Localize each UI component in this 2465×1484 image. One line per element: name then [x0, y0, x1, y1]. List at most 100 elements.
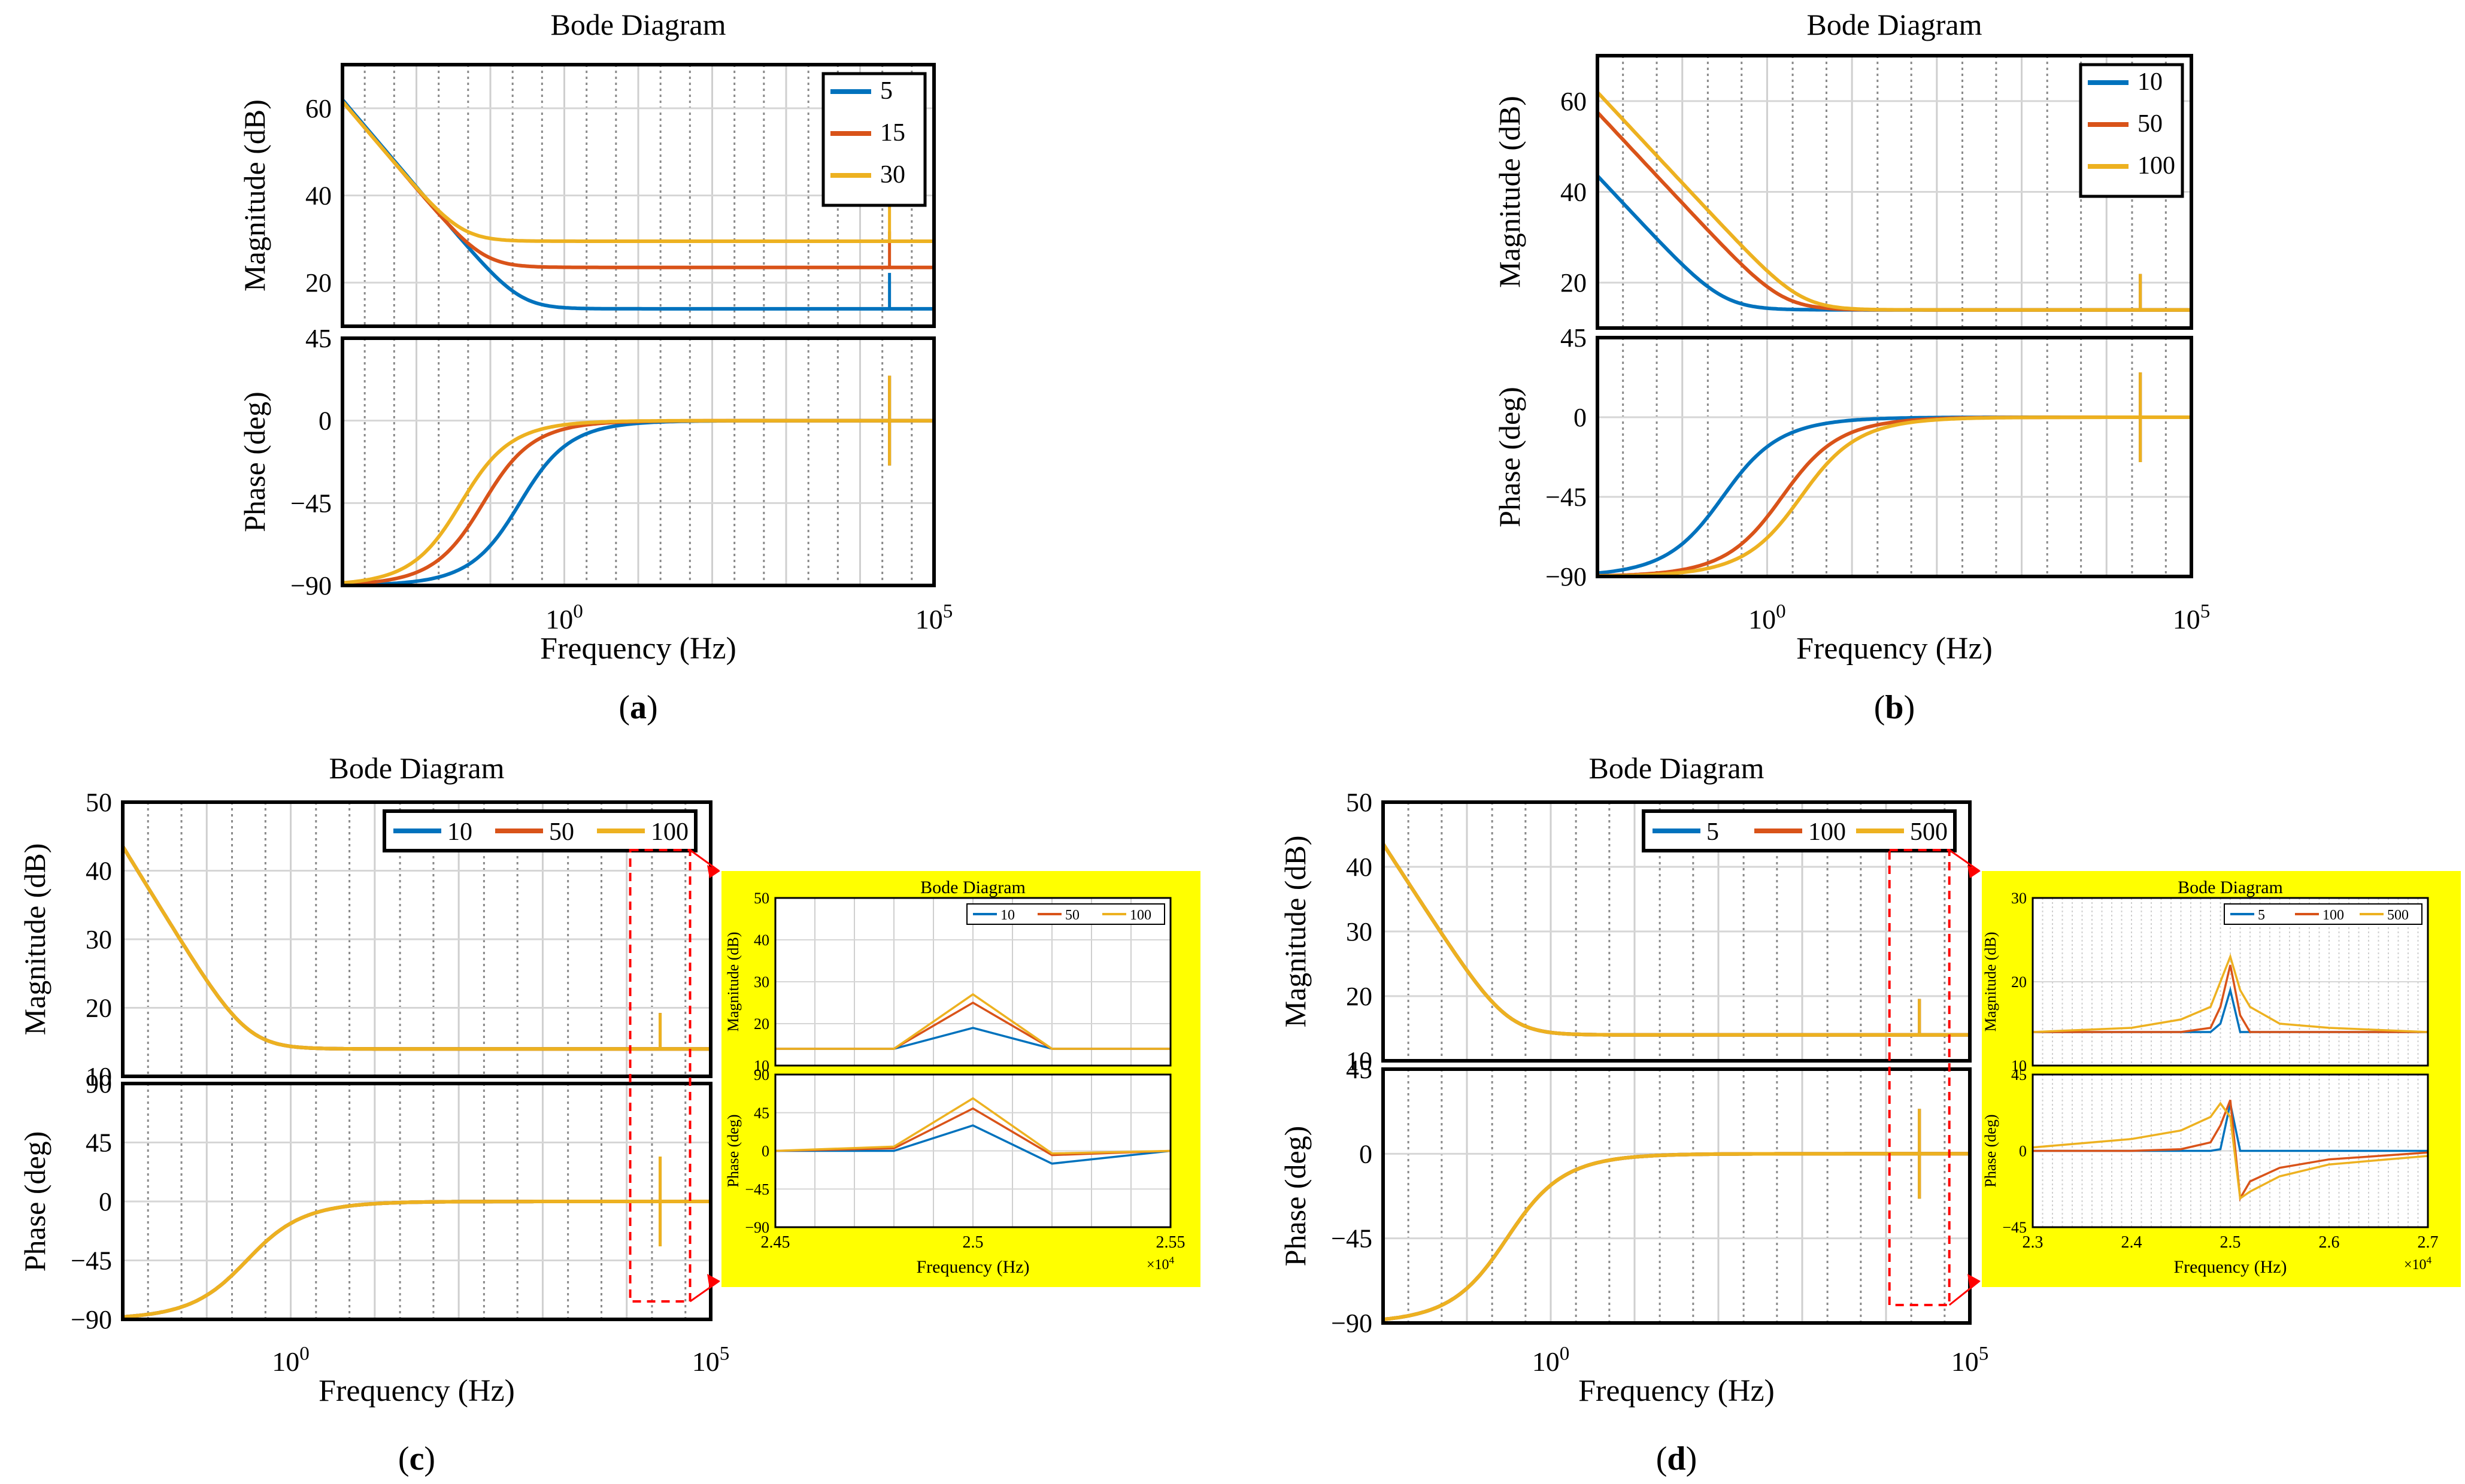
inset-tick-label: 30 [754, 973, 769, 991]
phase-series-10 [122, 1200, 711, 1319]
inset-title: Bode Diagram [920, 878, 1026, 897]
inset-x-tick-label: 2.6 [2319, 1233, 2340, 1252]
legend-entry: 15 [880, 119, 905, 147]
phase-series-30 [342, 418, 934, 585]
legend: 5 15 30 [821, 72, 927, 207]
legend-entry: 50 [549, 818, 574, 846]
mag-series-100 [1596, 90, 2191, 312]
phase-series-100 [1597, 415, 2191, 578]
x-tick-label: 105 [2173, 600, 2211, 635]
magnitude-axes-frame [1596, 54, 2193, 330]
legend-entry: 10 [2137, 68, 2163, 96]
inset-x-tick-label: 2.5 [963, 1233, 984, 1252]
mag-tick-label: 10 [86, 1062, 112, 1091]
inset-magnitude-axis-label: Magnitude (dB) [1982, 932, 1999, 1032]
phase-tick-label: 0 [1359, 1139, 1372, 1169]
legend-entry: 5 [1706, 818, 1719, 846]
chart-title: Bode Diagram [329, 751, 505, 785]
x-tick-label: 100 [272, 1343, 310, 1377]
phase-axes-frame [341, 336, 936, 587]
phase-tick-label: −45 [1545, 482, 1587, 512]
legend-entry: 100 [1808, 818, 1846, 846]
panel-label: (c) [398, 1440, 435, 1477]
magnitude-axes-frame [121, 800, 712, 1078]
mag-tick-label: 40 [86, 857, 112, 886]
inset-x-tick-label: 2.3 [2023, 1233, 2043, 1252]
inset-mag-frame [2032, 897, 2429, 1067]
phase-series-500 [1382, 1152, 1970, 1321]
inset-legend-entry: 50 [1065, 908, 1080, 923]
chart-title: Bode Diagram [1807, 8, 1982, 41]
mag-series-15 [341, 100, 934, 269]
inset-x-tick-label: 2.7 [2418, 1233, 2439, 1252]
phase-tick-label: 90 [86, 1069, 112, 1098]
x-tick-label: 105 [915, 600, 953, 635]
inset-tick-label: −45 [745, 1180, 769, 1198]
magnitude-axis-label: Magnitude (dB) [1493, 96, 1526, 288]
legend-entry: 30 [880, 161, 905, 189]
inset-tick-label: −45 [2002, 1219, 2027, 1236]
mag-tick-label: 30 [1346, 917, 1372, 946]
inset-tick-label: 0 [762, 1143, 769, 1160]
mag-tick-label: 50 [86, 788, 112, 817]
x-axis-label: Frequency (Hz) [1578, 1374, 1775, 1408]
legend-entry: 500 [1910, 818, 1948, 846]
legend-entry: 5 [880, 77, 893, 105]
inset-legend-box [2224, 903, 2422, 925]
inset-legend: 10 50 100 [966, 903, 1165, 925]
inset-phase-series-10 [775, 1124, 1171, 1165]
zoom-callout-box [629, 849, 692, 1303]
magnitude-axes-frame [1381, 800, 1972, 1063]
legend-entry: 100 [2137, 152, 2175, 180]
legend: 5 100 500 [1642, 809, 1957, 852]
legend-entry: 100 [651, 818, 689, 846]
phase-tick-label: −45 [290, 488, 332, 518]
mag-tick-label: 40 [305, 181, 332, 211]
mag-series-10 [121, 845, 711, 1051]
legend-box [2079, 63, 2184, 198]
phase-tick-label: 45 [86, 1128, 112, 1158]
mag-tick-label: 20 [1346, 982, 1372, 1011]
inset-legend-entry: 10 [1000, 908, 1015, 923]
x-axis-label: Frequency (Hz) [319, 1374, 515, 1408]
inset-legend-entry: 500 [2387, 908, 2409, 923]
inset-tick-label: 20 [2011, 973, 2027, 991]
inset-mag-series-100 [2033, 964, 2428, 1033]
zoom-callout-box [1888, 849, 1951, 1306]
mag-tick-label: 60 [1560, 87, 1587, 116]
zoom-callout-line-top [689, 849, 720, 872]
inset-tick-label: 45 [2011, 1066, 2027, 1084]
inset-legend-box [966, 903, 1165, 925]
inset-tick-label: 30 [2011, 890, 2027, 907]
legend-box [821, 72, 927, 207]
inset-tick-label: 20 [754, 1015, 769, 1033]
phase-tick-label: 0 [1573, 403, 1587, 432]
inset-tick-label: 90 [754, 1066, 769, 1084]
magnitude-axis-label: Magnitude (dB) [238, 99, 271, 292]
inset-legend: 5 100 500 [2224, 903, 2422, 925]
inset-tick-label: 50 [754, 890, 769, 907]
phase-axes-frame [1381, 1067, 1972, 1325]
inset-phase-frame [2032, 1073, 2429, 1228]
phase-tick-label: −45 [1331, 1224, 1372, 1254]
phase-axes-frame [121, 1082, 712, 1321]
inset-mag-series-100 [775, 993, 1171, 1050]
inset-phase-frame [774, 1073, 1172, 1228]
chart-title: Bode Diagram [1589, 751, 1764, 785]
inset-mag-frame [774, 897, 1172, 1067]
inset-phase-axis-label: Phase (deg) [1982, 1114, 1999, 1187]
inset-x-tick-label: 2.5 [2220, 1233, 2241, 1252]
phase-tick-label: 0 [99, 1187, 112, 1216]
phase-axes-frame [1596, 336, 2193, 578]
panel-label: (b) [1874, 689, 1915, 726]
mag-tick-label: 30 [86, 925, 112, 954]
zoom-callout-arrow [707, 1274, 720, 1288]
phase-tick-label: 45 [305, 324, 332, 353]
inset-tick-label: 10 [754, 1057, 769, 1075]
mag-series-30 [341, 100, 934, 243]
inset-tick-label: 45 [754, 1104, 769, 1122]
magnitude-axis-label: Magnitude (dB) [1278, 836, 1312, 1028]
x-tick-label: 100 [545, 600, 583, 635]
